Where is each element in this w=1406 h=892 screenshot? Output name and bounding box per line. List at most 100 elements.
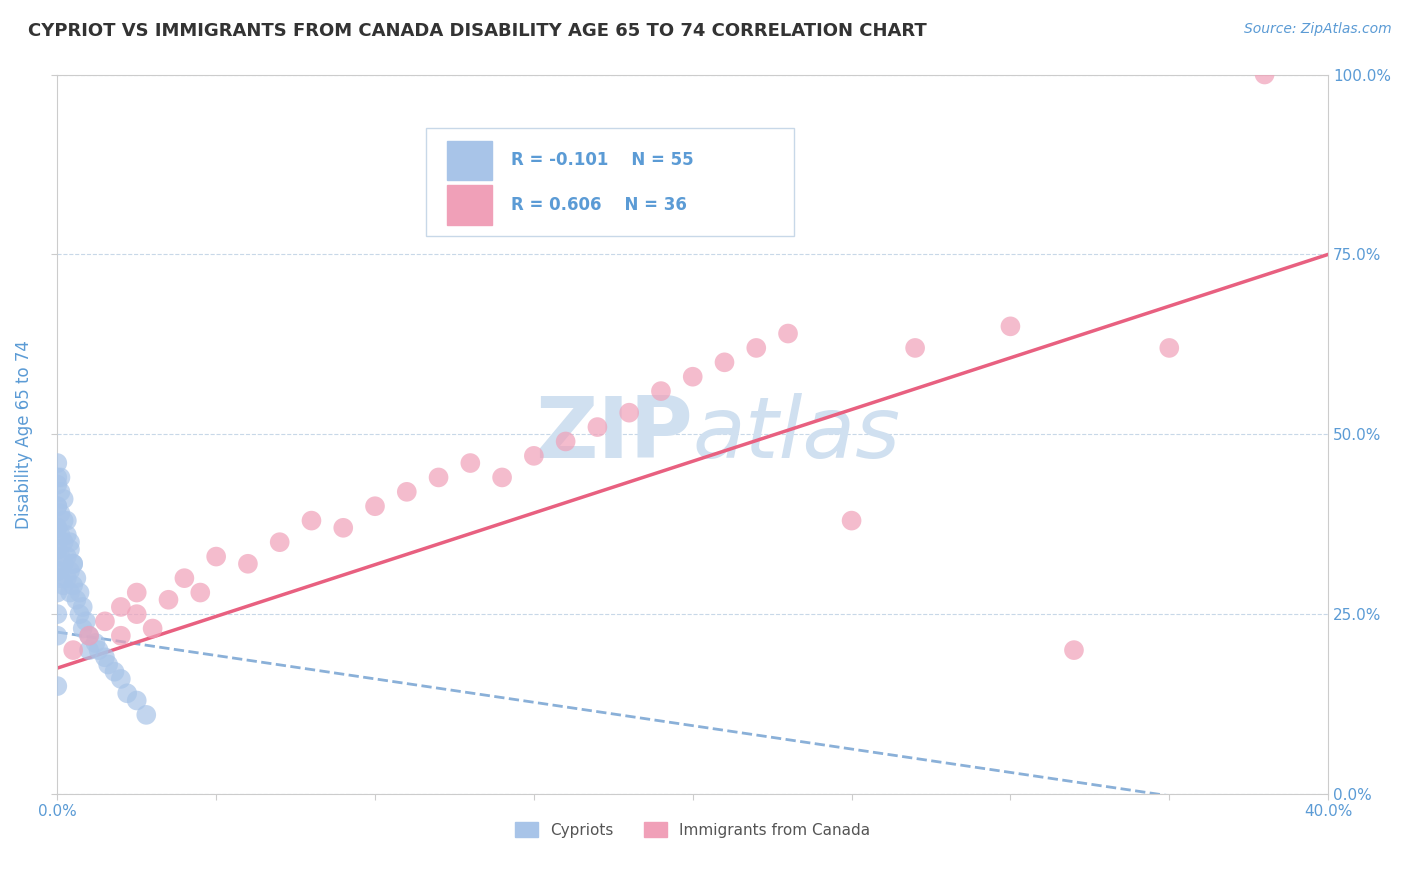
Point	[364, 500, 387, 514]
Point	[72, 622, 94, 636]
Point	[49, 484, 72, 499]
Point	[332, 521, 354, 535]
Point	[62, 578, 84, 592]
Legend: Cypriots, Immigrants from Canada: Cypriots, Immigrants from Canada	[509, 815, 876, 844]
Point	[173, 571, 195, 585]
Point	[56, 514, 79, 528]
Point	[460, 456, 482, 470]
Point	[52, 491, 75, 506]
Y-axis label: Disability Age 65 to 74: Disability Age 65 to 74	[15, 340, 32, 529]
Point	[46, 585, 69, 599]
Point	[46, 477, 69, 491]
Point	[188, 585, 211, 599]
Point	[49, 549, 72, 564]
Point	[62, 643, 84, 657]
Point	[56, 571, 79, 585]
Point	[69, 607, 91, 621]
Point	[1063, 643, 1085, 657]
Point	[46, 564, 69, 578]
Point	[115, 686, 138, 700]
Point	[125, 585, 148, 599]
Point	[269, 535, 291, 549]
Point	[110, 599, 132, 614]
Point	[62, 557, 84, 571]
Point	[46, 456, 69, 470]
Point	[59, 585, 82, 599]
Point	[46, 521, 69, 535]
Point	[46, 521, 69, 535]
Point	[49, 571, 72, 585]
Point	[49, 528, 72, 542]
Point	[77, 629, 100, 643]
Point	[110, 672, 132, 686]
Bar	[447, 141, 492, 180]
Point	[77, 629, 100, 643]
Point	[523, 449, 546, 463]
Text: atlas: atlas	[693, 392, 901, 475]
Point	[1159, 341, 1181, 355]
Point	[841, 514, 863, 528]
Point	[491, 470, 513, 484]
Bar	[447, 186, 492, 225]
Point	[554, 434, 576, 449]
Text: CYPRIOT VS IMMIGRANTS FROM CANADA DISABILITY AGE 65 TO 74 CORRELATION CHART: CYPRIOT VS IMMIGRANTS FROM CANADA DISABI…	[28, 22, 927, 40]
Point	[52, 514, 75, 528]
Point	[65, 592, 87, 607]
Point	[1253, 68, 1275, 82]
Point	[236, 557, 259, 571]
Point	[72, 599, 94, 614]
Point	[1000, 319, 1022, 334]
Point	[46, 500, 69, 514]
Point	[75, 615, 97, 629]
Point	[52, 578, 75, 592]
Point	[94, 615, 117, 629]
Point	[62, 557, 84, 571]
Point	[56, 528, 79, 542]
Point	[776, 326, 799, 341]
Point	[46, 679, 69, 693]
Point	[650, 384, 672, 398]
Point	[427, 470, 450, 484]
Point	[94, 650, 117, 665]
Text: R = 0.606    N = 36: R = 0.606 N = 36	[510, 195, 688, 213]
Point	[49, 507, 72, 521]
Point	[745, 341, 768, 355]
Point	[157, 592, 180, 607]
Point	[49, 470, 72, 484]
Point	[135, 707, 157, 722]
Point	[65, 571, 87, 585]
FancyBboxPatch shape	[426, 128, 794, 236]
Point	[110, 629, 132, 643]
Point	[46, 542, 69, 557]
Point	[301, 514, 323, 528]
Point	[46, 607, 69, 621]
Point	[77, 643, 100, 657]
Point	[103, 665, 125, 679]
Point	[142, 622, 165, 636]
Point	[125, 693, 148, 707]
Point	[46, 470, 69, 484]
Point	[87, 643, 110, 657]
Point	[52, 557, 75, 571]
Text: Source: ZipAtlas.com: Source: ZipAtlas.com	[1244, 22, 1392, 37]
Point	[586, 420, 609, 434]
Text: R = -0.101    N = 55: R = -0.101 N = 55	[510, 152, 693, 169]
Point	[97, 657, 120, 672]
Point	[69, 585, 91, 599]
Point	[56, 549, 79, 564]
Point	[617, 406, 640, 420]
Point	[904, 341, 927, 355]
Point	[205, 549, 228, 564]
Point	[46, 542, 69, 557]
Point	[713, 355, 735, 369]
Point	[59, 564, 82, 578]
Point	[46, 564, 69, 578]
Point	[395, 484, 418, 499]
Point	[59, 535, 82, 549]
Point	[59, 542, 82, 557]
Text: ZIP: ZIP	[534, 392, 693, 475]
Point	[84, 636, 107, 650]
Point	[52, 535, 75, 549]
Point	[46, 629, 69, 643]
Point	[125, 607, 148, 621]
